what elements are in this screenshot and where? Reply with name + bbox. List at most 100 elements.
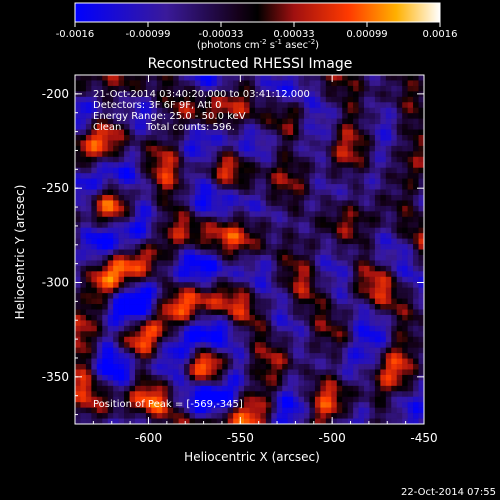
heatmap-cell bbox=[369, 107, 376, 114]
heatmap-cell bbox=[107, 385, 114, 392]
heatmap-cell bbox=[173, 91, 179, 98]
heatmap-cell bbox=[156, 227, 163, 234]
heatmap-cell bbox=[298, 418, 305, 425]
heatmap-cell bbox=[249, 129, 256, 136]
heatmap-cell bbox=[358, 227, 365, 234]
heatmap-cell bbox=[331, 418, 338, 425]
heatmap-cell bbox=[227, 396, 234, 403]
heatmap-cell bbox=[342, 211, 348, 218]
heatmap-cell bbox=[298, 347, 305, 354]
heatmap-cell bbox=[216, 91, 223, 98]
heatmap-cell bbox=[173, 331, 179, 338]
heatmap-cell bbox=[91, 418, 98, 425]
heatmap-cell bbox=[211, 205, 218, 212]
heatmap-cell bbox=[276, 151, 283, 158]
heatmap-cell bbox=[162, 91, 168, 98]
heatmap-cell bbox=[276, 298, 283, 305]
heatmap-cell bbox=[216, 260, 223, 267]
heatmap-cell bbox=[238, 325, 245, 332]
heatmap-cell bbox=[391, 107, 398, 114]
heatmap-cell bbox=[134, 249, 141, 256]
heatmap-cell bbox=[211, 407, 218, 414]
heatmap-cell bbox=[244, 391, 250, 398]
heatmap-cell bbox=[336, 167, 343, 174]
heatmap-cell bbox=[156, 211, 163, 218]
heatmap-cell bbox=[140, 75, 147, 81]
heatmap-cell bbox=[282, 227, 288, 234]
heatmap-cell bbox=[331, 173, 338, 179]
heatmap-cell bbox=[102, 391, 109, 398]
heatmap-cell bbox=[162, 118, 168, 125]
heatmap-cell bbox=[140, 336, 147, 343]
heatmap-cell bbox=[369, 227, 376, 234]
heatmap-cell bbox=[162, 162, 168, 168]
heatmap-cell bbox=[276, 287, 283, 294]
heatmap-cell bbox=[254, 91, 261, 98]
heatmap-cell bbox=[309, 85, 316, 92]
heatmap-cell bbox=[309, 304, 316, 310]
heatmap-cell bbox=[189, 309, 196, 316]
heatmap-cell bbox=[140, 102, 147, 109]
heatmap-cell bbox=[358, 254, 365, 261]
heatmap-cell bbox=[167, 194, 174, 201]
heatmap-cell bbox=[282, 314, 288, 321]
heatmap-cell bbox=[233, 107, 239, 114]
heatmap-cell bbox=[364, 298, 370, 305]
heatmap-cell bbox=[96, 260, 103, 267]
heatmap-cell bbox=[374, 173, 381, 179]
heatmap-cell bbox=[358, 216, 365, 223]
heatmap-cell bbox=[91, 320, 98, 327]
heatmap-cell bbox=[271, 413, 278, 419]
heatmap-cell bbox=[238, 249, 245, 256]
heatmap-cell bbox=[145, 227, 152, 234]
heatmap-cell bbox=[194, 173, 201, 179]
heatmap-cell bbox=[129, 233, 136, 239]
heatmap-cell bbox=[118, 85, 125, 92]
heatmap-cell bbox=[91, 85, 98, 92]
heatmap-cell bbox=[304, 298, 310, 305]
heatmap-cell bbox=[249, 293, 256, 299]
heatmap-cell bbox=[260, 107, 267, 114]
heatmap-cell bbox=[227, 75, 234, 81]
heatmap-cell bbox=[407, 260, 414, 267]
heatmap-cell bbox=[413, 282, 419, 288]
heatmap-cell bbox=[402, 124, 408, 130]
heatmap-cell bbox=[222, 342, 228, 348]
heatmap-cell bbox=[113, 396, 119, 403]
heatmap-cell bbox=[314, 222, 321, 228]
heatmap-cell bbox=[216, 336, 223, 343]
heatmap-cell bbox=[271, 118, 278, 125]
heatmap-cell bbox=[194, 342, 201, 348]
heatmap-cell bbox=[238, 178, 245, 185]
heatmap-cell bbox=[140, 402, 147, 408]
heatmap-cell bbox=[293, 385, 299, 392]
heatmap-cell bbox=[369, 413, 376, 419]
heatmap-cell bbox=[145, 413, 152, 419]
heatmap-cell bbox=[91, 298, 98, 305]
heatmap-cell bbox=[145, 216, 152, 223]
heatmap-cell bbox=[380, 413, 387, 419]
heatmap-cell bbox=[369, 374, 376, 381]
heatmap-cell bbox=[222, 325, 228, 332]
heatmap-cell bbox=[298, 102, 305, 109]
heatmap-cell bbox=[353, 238, 359, 245]
heatmap-cell bbox=[113, 189, 119, 196]
heatmap-cell bbox=[325, 113, 332, 119]
heatmap-cell bbox=[320, 249, 327, 256]
heatmap-cell bbox=[260, 369, 267, 376]
heatmap-cell bbox=[336, 233, 343, 239]
heatmap-cell bbox=[369, 353, 376, 359]
heatmap-cell bbox=[129, 118, 136, 125]
heatmap-cell bbox=[222, 374, 228, 381]
heatmap-cell bbox=[178, 402, 185, 408]
heatmap-cell bbox=[113, 260, 119, 267]
heatmap-cell bbox=[314, 374, 321, 381]
heatmap-cell bbox=[304, 96, 310, 103]
heatmap-cell bbox=[140, 265, 147, 272]
heatmap-cell bbox=[260, 265, 267, 272]
heatmap-cell bbox=[85, 194, 92, 201]
heatmap-cell bbox=[265, 173, 272, 179]
heatmap-cell bbox=[407, 249, 414, 256]
heatmap-cell bbox=[134, 287, 141, 294]
heatmap-cell bbox=[233, 282, 239, 288]
